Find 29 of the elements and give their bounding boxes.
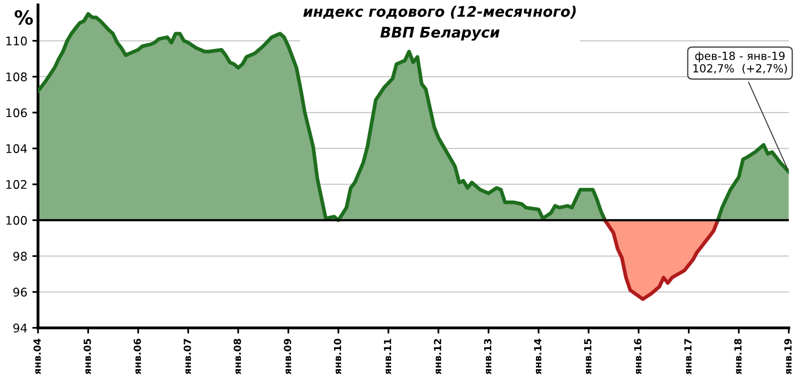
y-tick-label: 98 [13, 252, 27, 261]
y-tick-label: 94 [13, 324, 27, 332]
x-tick-label: янв.19 [784, 338, 792, 374]
x-tick-label: янв.12 [434, 339, 442, 374]
y-axis-title: % [14, 10, 33, 25]
x-tick-label: янв.16 [634, 338, 642, 374]
x-tick-label: янв.13 [484, 339, 492, 374]
x-tick-label: янв.10 [334, 338, 342, 374]
x-tick-label: янв.06 [134, 338, 141, 374]
x-tick-label: янв.15 [584, 338, 592, 374]
y-tick-label: 108 [6, 72, 27, 82]
x-tick-label: янв.05 [84, 338, 91, 374]
y-tick-label: 96 [13, 288, 27, 297]
x-tick-label: янв.17 [684, 339, 692, 374]
y-tick-label: 102 [6, 180, 26, 189]
x-tick-label: янв.11 [384, 338, 392, 374]
y-tick-label: 104 [6, 144, 27, 154]
x-tick-label: янв.04 [33, 338, 41, 374]
x-tick-label: янв.14 [534, 338, 542, 374]
annotation: фев-18 - янв-19 102,7% (+2,7%) [693, 52, 787, 74]
y-tick-label: 100 [6, 216, 27, 225]
x-tick-label: янв.08 [234, 338, 242, 374]
y-tick-label: 106 [6, 108, 27, 118]
y-tick-label: 110 [6, 36, 27, 46]
x-tick-label: янв.09 [284, 338, 292, 374]
x-tick-label: янв.07 [184, 339, 192, 374]
text: индекс годового (12-месячного) ВВП Беларуси [303, 6, 576, 41]
line-series [603, 218, 720, 301]
x-tick-label: янв.18 [734, 338, 742, 374]
